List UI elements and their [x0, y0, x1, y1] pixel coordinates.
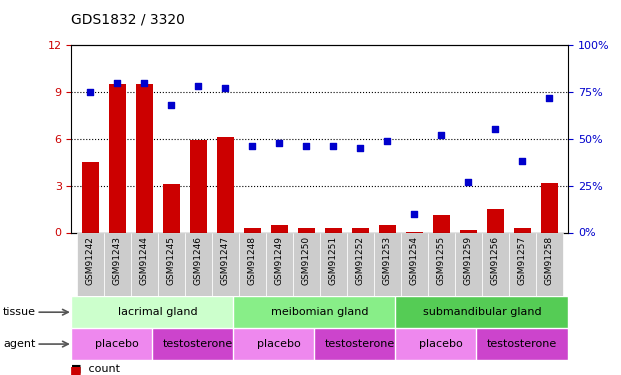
Text: lacrimal gland: lacrimal gland: [118, 307, 197, 317]
Text: testosterone: testosterone: [487, 339, 558, 349]
Bar: [325, 228, 342, 232]
Text: GSM91257: GSM91257: [518, 236, 527, 285]
Bar: [401, 232, 428, 296]
Bar: [536, 232, 563, 296]
Bar: [266, 232, 293, 296]
Bar: [293, 232, 320, 296]
Bar: [374, 232, 401, 296]
Bar: [212, 232, 239, 296]
Point: [437, 132, 446, 138]
Bar: [428, 232, 455, 296]
Text: GSM91259: GSM91259: [464, 236, 473, 285]
Text: GSM91256: GSM91256: [491, 236, 500, 285]
Bar: [233, 296, 406, 328]
Bar: [217, 137, 234, 232]
Text: ■: ■: [70, 364, 81, 375]
Bar: [460, 230, 477, 232]
Bar: [476, 328, 568, 360]
Text: GSM91246: GSM91246: [194, 236, 203, 285]
Point: [139, 80, 149, 86]
Text: placebo: placebo: [96, 339, 139, 349]
Text: GSM91255: GSM91255: [437, 236, 446, 285]
Bar: [163, 184, 180, 232]
Text: placebo: placebo: [258, 339, 301, 349]
Bar: [297, 228, 315, 232]
Point: [85, 89, 95, 95]
Bar: [81, 162, 99, 232]
Bar: [514, 228, 531, 232]
Text: GSM91258: GSM91258: [545, 236, 554, 285]
Point: [383, 138, 392, 144]
Text: GSM91243: GSM91243: [113, 236, 122, 285]
Point: [193, 83, 203, 89]
Bar: [104, 232, 131, 296]
Bar: [320, 232, 347, 296]
Text: testosterone: testosterone: [325, 339, 396, 349]
Point: [545, 94, 555, 100]
Bar: [77, 232, 104, 296]
Text: GSM91252: GSM91252: [356, 236, 365, 285]
Text: GSM91251: GSM91251: [329, 236, 338, 285]
Text: GSM91247: GSM91247: [221, 236, 230, 285]
Text: GSM91244: GSM91244: [140, 236, 149, 285]
Bar: [509, 232, 536, 296]
Bar: [486, 209, 504, 232]
Text: GSM91249: GSM91249: [275, 236, 284, 285]
Bar: [131, 232, 158, 296]
Text: GSM91242: GSM91242: [86, 236, 95, 285]
Text: submandibular gland: submandibular gland: [422, 307, 541, 317]
Point: [329, 143, 338, 149]
Point: [166, 102, 176, 108]
Text: testosterone: testosterone: [163, 339, 233, 349]
Text: GSM91254: GSM91254: [410, 236, 419, 285]
Point: [355, 145, 365, 151]
Point: [301, 143, 311, 149]
Text: placebo: placebo: [419, 339, 463, 349]
Text: GSM91250: GSM91250: [302, 236, 311, 285]
Point: [112, 80, 122, 86]
Point: [247, 143, 257, 149]
Bar: [109, 84, 126, 232]
Bar: [540, 183, 558, 232]
Bar: [71, 328, 163, 360]
Bar: [455, 232, 482, 296]
Bar: [379, 225, 396, 232]
Point: [220, 85, 230, 91]
Bar: [482, 232, 509, 296]
Bar: [189, 140, 207, 232]
Bar: [158, 232, 185, 296]
Point: [491, 126, 501, 132]
Bar: [433, 215, 450, 232]
Bar: [233, 328, 325, 360]
Bar: [271, 225, 288, 232]
Bar: [396, 328, 487, 360]
Text: meibomian gland: meibomian gland: [271, 307, 369, 317]
Text: GSM91245: GSM91245: [167, 236, 176, 285]
Bar: [71, 296, 244, 328]
Bar: [347, 232, 374, 296]
Bar: [243, 228, 261, 232]
Bar: [135, 84, 153, 232]
Bar: [185, 232, 212, 296]
Point: [517, 158, 527, 164]
Bar: [351, 228, 369, 232]
Bar: [396, 296, 568, 328]
Text: GDS1832 / 3320: GDS1832 / 3320: [71, 12, 185, 26]
Point: [463, 179, 473, 185]
Point: [274, 140, 284, 146]
Bar: [152, 328, 244, 360]
Bar: [314, 328, 406, 360]
Text: agent: agent: [3, 339, 35, 349]
Bar: [239, 232, 266, 296]
Text: GSM91248: GSM91248: [248, 236, 257, 285]
Text: tissue: tissue: [3, 307, 36, 317]
Point: [409, 211, 419, 217]
Text: GSM91253: GSM91253: [383, 236, 392, 285]
Text: ■  count: ■ count: [71, 364, 120, 374]
